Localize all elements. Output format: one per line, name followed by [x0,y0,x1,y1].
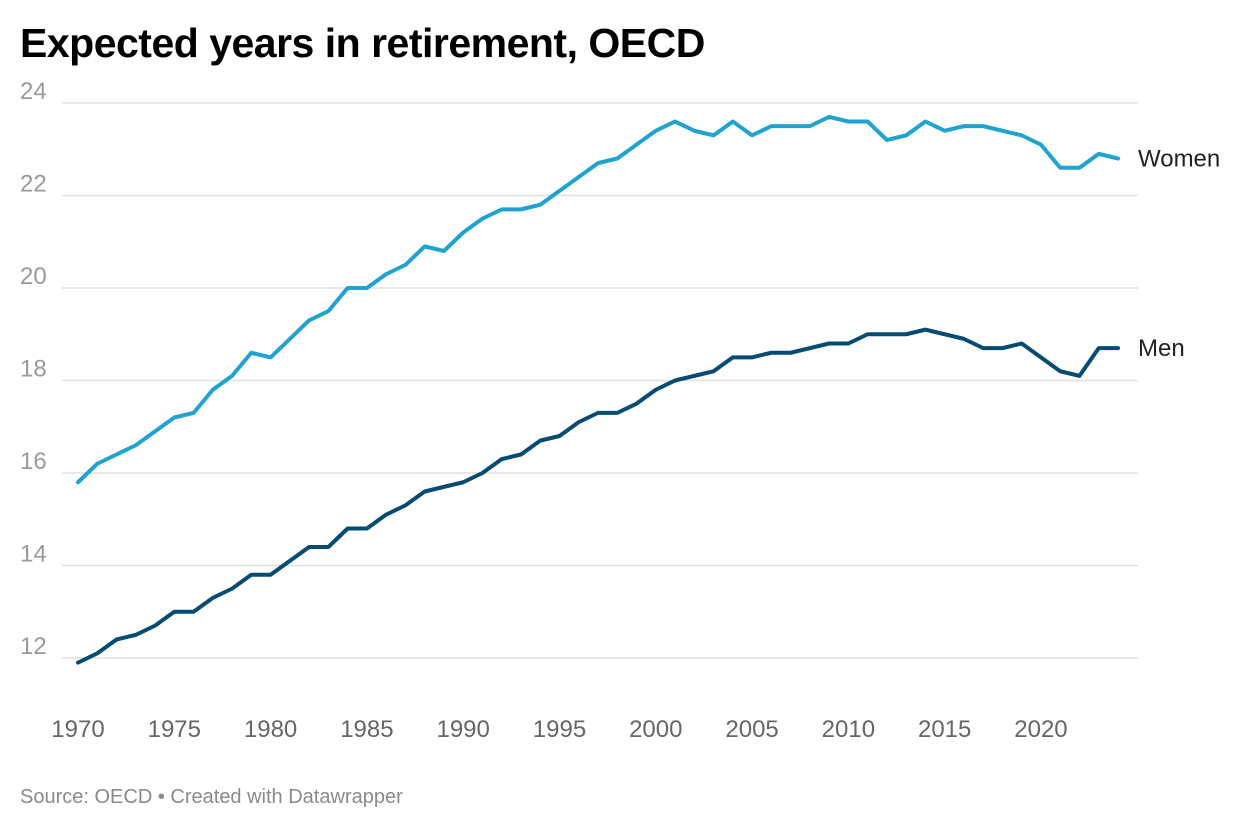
y-tick-label-16: 16 [20,448,47,475]
x-tick-label-2015: 2015 [918,716,971,743]
y-tick-label-24: 24 [20,78,47,105]
chart-title: Expected years in retirement, OECD [20,20,705,66]
series-label-men: Men [1138,335,1185,362]
x-tick-label-1975: 1975 [148,716,201,743]
x-tick-label-1980: 1980 [244,716,297,743]
y-tick-label-14: 14 [20,541,47,568]
series-line-men [76,327,1120,665]
x-tick-label-1995: 1995 [533,716,586,743]
chart-footer: Source: OECD • Created with Datawrapper [20,786,403,809]
separator-dot: • [157,786,165,808]
series-label-women: Women [1138,146,1220,173]
x-tick-label-1990: 1990 [436,716,489,743]
gridlines [62,102,1138,659]
x-axis-ticks: 1970 1975 1980 1985 1990 1995 2000 2005 2010 2015… [51,716,1067,743]
x-tick-label-1970: 1970 [51,716,104,743]
x-tick-label-2020: 2020 [1014,716,1067,743]
x-tick-label-2000: 2000 [629,716,682,743]
series-line-women [76,114,1120,485]
y-tick-label-12: 12 [20,633,47,660]
credit-text: Created with Datawrapper [170,786,403,808]
x-tick-label-2010: 2010 [822,716,875,743]
source-text: Source: OECD [20,786,153,808]
y-tick-label-22: 22 [20,171,47,198]
y-tick-label-18: 18 [20,356,47,383]
x-tick-label-2005: 2005 [725,716,778,743]
x-tick-label-1985: 1985 [340,716,393,743]
series-labels: Women Men [1138,146,1220,363]
y-axis-ticks: 12 14 16 18 20 22 24 [20,78,47,660]
series-lines [76,114,1120,665]
y-tick-label-20: 20 [20,263,47,290]
